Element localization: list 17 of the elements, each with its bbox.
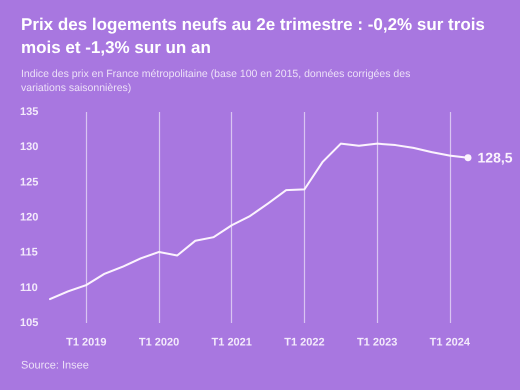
- x-tick-label: T1 2020: [138, 336, 180, 348]
- chart-subtitle: Indice des prix en France métropolitaine (base 100 en 2015, données corrigées des variations saisonnières): [21, 68, 414, 94]
- x-tick-label: T1 2023: [356, 336, 398, 348]
- y-tick-label: 130: [20, 141, 38, 154]
- y-tick-label: 120: [20, 212, 38, 224]
- y-tick-label: 125: [20, 176, 38, 188]
- y-tick-label: 105: [20, 317, 38, 329]
- data-label: 128,5: [478, 150, 513, 166]
- y-tick-label: 135: [20, 106, 38, 118]
- source-note: Source: Insee: [21, 360, 89, 372]
- x-tick-label: T1 2019: [66, 336, 107, 348]
- y-tick-label: 115: [20, 246, 38, 259]
- x-tick-label: T1 2022: [284, 336, 325, 348]
- x-tick-label: T1 2021: [212, 336, 252, 348]
- x-tick-label: T1 2024: [430, 336, 471, 348]
- y-tick-label: 110: [20, 282, 38, 294]
- chart-title: Prix des logements neufs au 2e trimestre : -0,2% sur trois mois et -1,3% sur un an: [21, 15, 490, 57]
